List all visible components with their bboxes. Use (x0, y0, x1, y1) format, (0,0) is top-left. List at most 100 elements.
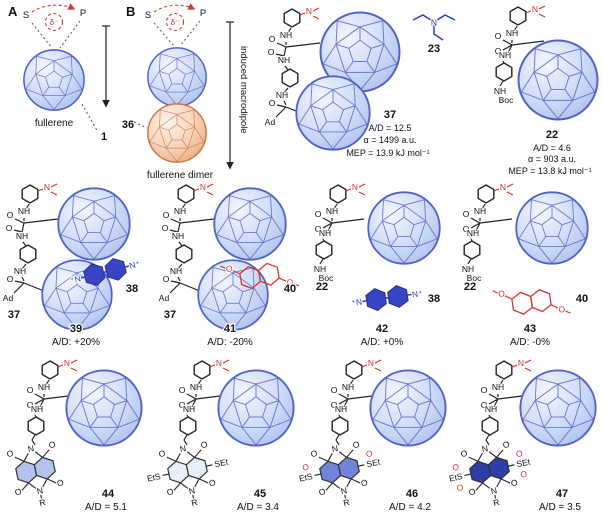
n-amine-label: N (64, 358, 70, 368)
fullerene-caption: fullerene (35, 118, 74, 129)
o-label: O (315, 209, 322, 219)
panel-a-label: A (8, 4, 18, 19)
delta-label: δ⁻ (50, 18, 59, 27)
compound-43-number: 43 (524, 323, 536, 335)
metric-alpha: α = 1499 a.u. (364, 135, 417, 145)
o-label: O (331, 400, 338, 410)
ad-change: A/D: +0% (361, 337, 404, 348)
sulfone-o-label: O (456, 482, 465, 493)
o-label: O (269, 34, 276, 44)
sulfone-label: EtS (448, 471, 464, 484)
sulfone-label: SEt (516, 456, 532, 469)
n-label: N (490, 485, 498, 496)
ndi-unit: N N O O O O EtS SEt O O O O R (447, 438, 533, 509)
o-label: O (158, 448, 167, 459)
compound-42: N NH O O NH NH Boc 22 ⁺N N⁺ 38 42 A/D: +… (313, 181, 442, 349)
nh-label: NH (462, 264, 474, 274)
compound-1-number: 1 (101, 131, 107, 143)
o-label: O (269, 98, 276, 108)
fullerene-ball (515, 191, 589, 265)
compound-42-number: 42 (376, 323, 388, 335)
o-label: O (481, 400, 488, 410)
nh-label: NH (485, 404, 497, 414)
o-label: O (163, 210, 170, 220)
compound-23-number: 23 (428, 43, 440, 55)
s-atom-label: S (145, 10, 151, 21)
o-label: O (7, 210, 14, 220)
nh-label: NH (276, 90, 288, 100)
r-group-label: R (190, 497, 198, 508)
adamantyl-label: Ad (265, 117, 276, 127)
sulfoxide-o-label: O (365, 448, 374, 459)
o-label: O (481, 385, 488, 395)
o-label: O (463, 209, 470, 219)
compound-39-number: 39 (70, 323, 82, 335)
o-label: O (179, 385, 186, 395)
dotted-pointer (81, 103, 99, 133)
adamantyl-label: Ad (3, 293, 14, 303)
o-label: O (179, 400, 186, 410)
charge-transfer-arrow (153, 3, 196, 13)
metric-ad: A/D = 3.5 (539, 502, 581, 513)
o-label: O (463, 224, 470, 234)
fullerene-ball-top (213, 187, 287, 261)
n-plus-label: N⁺ (411, 288, 423, 299)
n-label: N (481, 443, 489, 454)
o-label: O (56, 477, 65, 488)
nh-label: NH (506, 28, 518, 38)
nh-label: NH (494, 86, 506, 96)
nh-label: NH (319, 228, 331, 238)
nh-label: NH (18, 206, 30, 216)
metric-mep: MEP = 13.9 kJ mol⁻¹ (346, 148, 429, 158)
n-amine-label: N (518, 358, 524, 368)
n-amine-label: N (368, 358, 374, 368)
amine-bonds (412, 14, 456, 41)
metric-ad: A/D = 4.6 (533, 143, 571, 153)
o-label: O (495, 31, 502, 41)
delta-circle (165, 12, 185, 32)
fullerene-ball-top (147, 47, 207, 107)
n-plus-label: ⁺N (69, 273, 82, 285)
boc-label: Boc (319, 273, 334, 283)
metric-alpha: α = 903 a.u. (528, 154, 576, 164)
p-atom-label: P (80, 8, 86, 19)
nh-label: NH (314, 264, 326, 274)
compound-38-number: 38 (428, 293, 440, 305)
naphthalene-40: O O (219, 262, 300, 290)
ad-change: A/D: -0% (510, 337, 550, 348)
metric-ad: A/D = 5.1 (85, 502, 127, 513)
o-label: O (495, 46, 502, 56)
nh-label: NH (38, 382, 50, 392)
induced-macrodipole-label: induced macrodipole (238, 46, 249, 134)
metric-ad: A/D = 12.5 (369, 123, 412, 133)
o-label: O (502, 439, 511, 450)
o-label: O (331, 385, 338, 395)
r-group-label: R (492, 497, 500, 508)
compound-41-number: 41 (224, 323, 236, 335)
ndi-link-bond (485, 439, 490, 446)
o-label: O (162, 223, 169, 233)
ndi-link-bond (31, 439, 36, 446)
o-label: O (268, 47, 275, 57)
nh-label: NH (492, 382, 504, 392)
n-amine-label: N (352, 182, 358, 192)
sulfoxide-label: SEt (366, 456, 382, 469)
n-label: N (188, 485, 196, 496)
ome-label: O (225, 263, 234, 274)
o-label: O (7, 274, 14, 284)
r-group-label: R (38, 497, 46, 508)
s-atom-label: S (23, 10, 29, 21)
ad-change: A/D: +20% (52, 337, 100, 348)
compound-22: N NH O O NH NH Boc 22 A/D = 4.6 α = 903 … (493, 3, 599, 177)
compound-36-number: 36 (122, 119, 134, 131)
o-label: O (166, 486, 175, 497)
nh-label: NH (278, 55, 290, 65)
nh-label: NH (280, 30, 292, 40)
compound-39: N NH O O NH NH O Ad ⁺N N⁺ 38 37 39 A/D: … (2, 181, 143, 349)
o-label: O (200, 439, 209, 450)
viologen-38: ⁺N N⁺ (350, 285, 425, 311)
metric-ad: A/D = 4.2 (389, 502, 431, 513)
n-amine-label: N (306, 6, 312, 16)
fullerene-ball (65, 369, 143, 447)
